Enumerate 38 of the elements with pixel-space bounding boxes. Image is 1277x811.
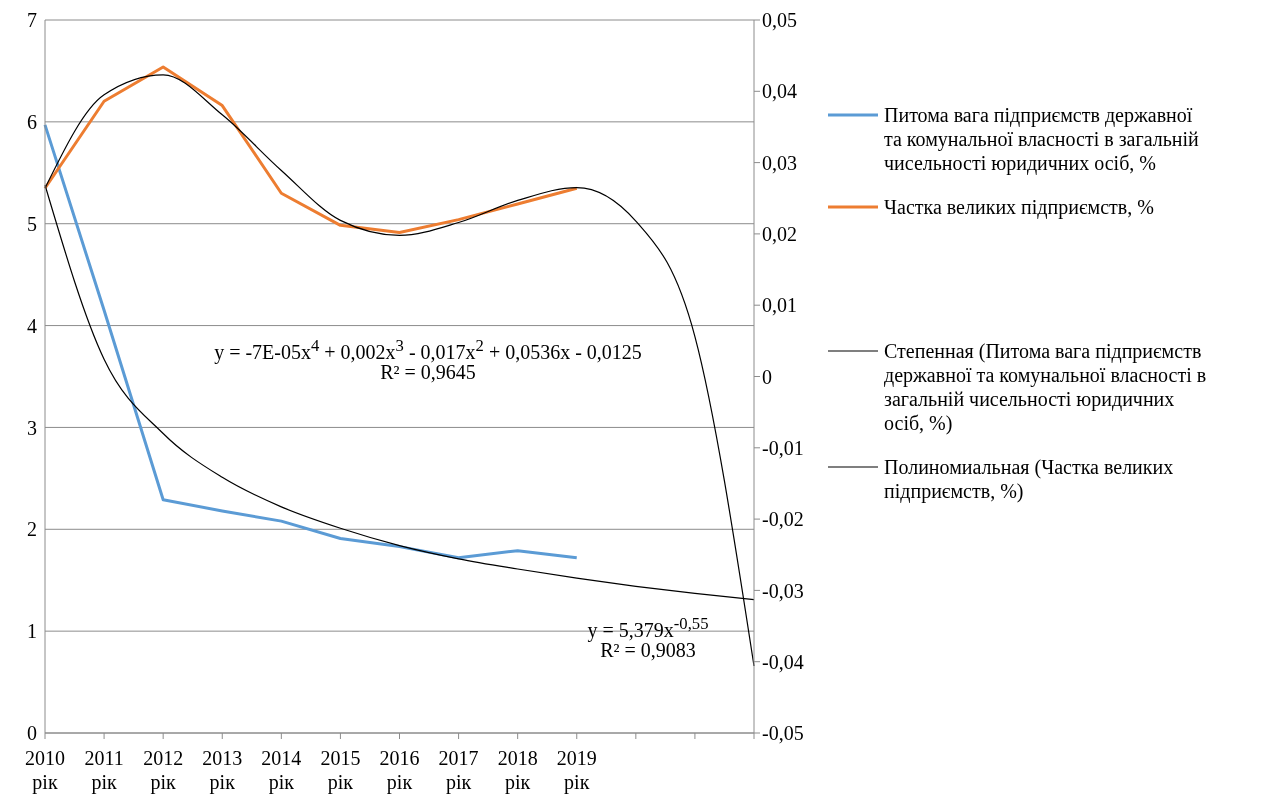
x-tick-label: 2013 рік [202, 747, 243, 794]
y2-tick-label: 0,05 [762, 9, 797, 32]
annotation: y = -7E-05x$^{4}$ + 0,002x$^{3}$ - 0,017x$^{2}$ + 0,0536x - 0,0125 [214, 335, 642, 364]
legend-label: Питома вага підприємств державної та комунальної власності в загальній чисельності юридичних осіб, % [884, 103, 1200, 175]
y-tick-label: 6 [27, 110, 37, 133]
legend-label: Частка великих підприємств, % [884, 195, 1155, 219]
y-tick-label: 0 [27, 722, 37, 745]
y2-tick-label: 0 [762, 365, 772, 388]
y-tick-label: 5 [27, 212, 37, 235]
y2-tick-label: -0,03 [762, 579, 804, 602]
y2-tick-label: 0,01 [762, 294, 797, 317]
x-tick-label: 2019 рік [556, 747, 597, 794]
x-tick-label: 2014 рік [261, 747, 302, 794]
y2-tick-label: 0,03 [762, 151, 797, 174]
x-tick-label: 2018 рік [497, 747, 538, 794]
annotation: R² = 0,9083 [600, 639, 696, 662]
legend-label: Степенная (Питома вага підприємств державної та комунальної власності в загальній чисельності юридичних осіб, %) [884, 339, 1208, 435]
x-tick-label: 2015 рік [320, 747, 361, 794]
line-series [43, 123, 579, 560]
x-tick-label: 2016 рік [379, 747, 420, 794]
y2-tick-label: 0,02 [762, 223, 797, 245]
y-tick-label: 7 [27, 9, 37, 32]
y-tick-label: 3 [27, 416, 37, 439]
y2-tick-label: -0,04 [762, 650, 804, 673]
y2-tick-label: -0,05 [762, 722, 804, 745]
x-tick-label: 2012 рік [143, 747, 184, 794]
y2-tick-label: -0,02 [762, 508, 804, 531]
legend-label: Полиномиальная (Частка великих підприємств, %) [884, 455, 1175, 503]
x-tick-label: 2017 рік [438, 747, 479, 794]
y-tick-label: 1 [27, 620, 37, 643]
line-series [43, 65, 579, 234]
y2-tick-label: 0,04 [762, 80, 797, 103]
x-tick-label: 2011 рік [84, 747, 124, 794]
annotation: y = 5,379x$^{-0,55}$ [587, 613, 709, 642]
x-tick-label: 2010 рік [25, 747, 65, 794]
y2-tick-label: -0,01 [762, 436, 804, 459]
y-tick-label: 2 [27, 518, 37, 541]
y-tick-label: 4 [27, 314, 37, 337]
